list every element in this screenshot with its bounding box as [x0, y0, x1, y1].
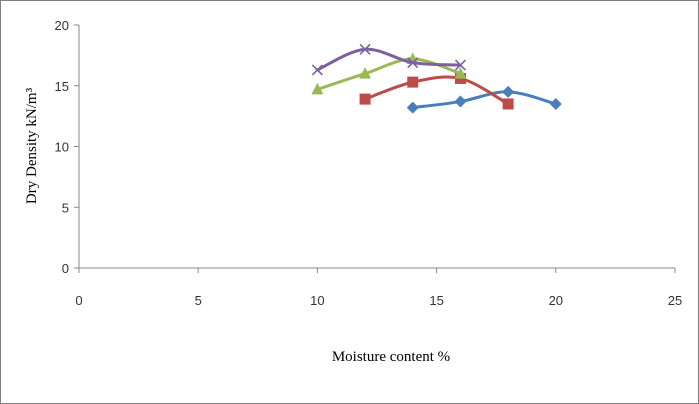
data-point	[407, 57, 419, 69]
data-point	[549, 97, 562, 110]
series-line	[411, 90, 558, 110]
x-tick-label: 0	[75, 293, 82, 308]
y-tick-label: 10	[55, 140, 69, 155]
x-tick-label: 10	[310, 293, 324, 308]
data-point	[311, 82, 324, 95]
series-3	[311, 52, 467, 95]
y-tick-label: 20	[55, 18, 69, 33]
x-tick-label: 20	[549, 293, 563, 308]
data-point	[359, 43, 371, 55]
y-axis-title: Dry Density kN/m³	[24, 87, 40, 204]
y-ticks: 0 5 10 15 20	[55, 18, 79, 276]
data-point	[359, 93, 371, 105]
y-tick-label: 5	[62, 200, 69, 215]
data-point	[454, 67, 467, 79]
data-point	[502, 98, 514, 110]
data-point	[454, 95, 467, 108]
data-point	[311, 64, 323, 76]
series-1	[406, 85, 562, 114]
series-line	[315, 47, 462, 72]
x-tick-label: 25	[668, 293, 682, 308]
y-tick-label: 15	[55, 79, 69, 94]
series-layer	[311, 43, 562, 114]
data-point	[406, 101, 419, 114]
x-tick-label: 15	[429, 293, 443, 308]
x-tick-label: 5	[195, 293, 202, 308]
y-tick-label: 0	[62, 261, 69, 276]
series-4	[311, 43, 467, 76]
data-point	[359, 67, 372, 79]
data-point	[454, 59, 467, 71]
axes	[78, 25, 675, 269]
data-point	[502, 85, 515, 98]
data-point	[407, 76, 419, 88]
x-ticks: 0 5 10 15 20 25	[75, 268, 682, 308]
series-line	[363, 75, 510, 106]
x-axis-title: Moisture content %	[332, 349, 450, 365]
